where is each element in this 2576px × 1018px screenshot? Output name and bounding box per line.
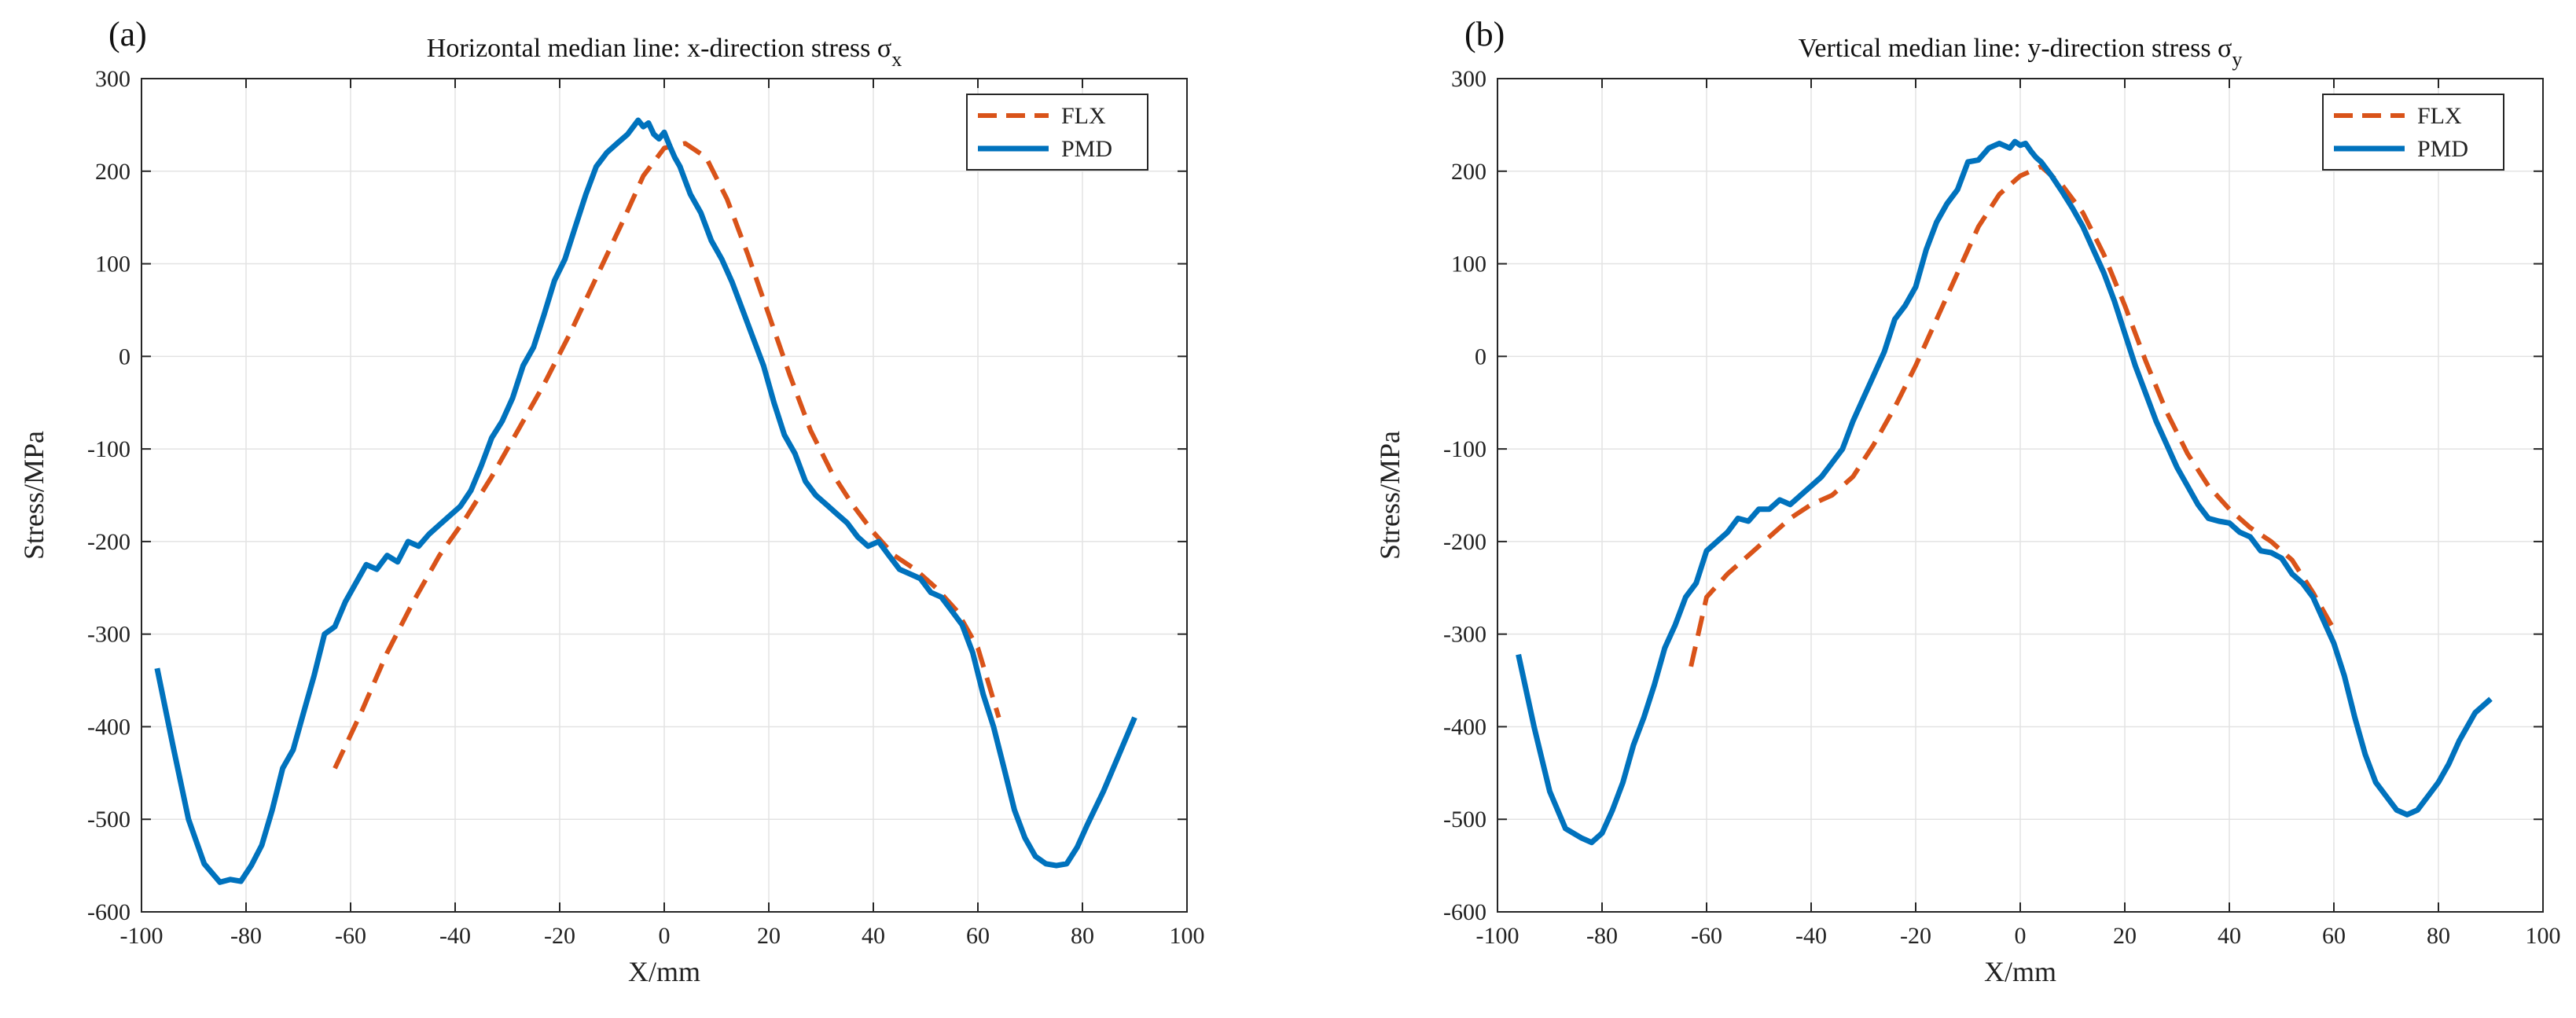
x-tick-label: -60	[335, 923, 366, 949]
y-ticks-a: -600 -500 -400 -300 -200 -100 0 100 200 300	[87, 66, 1187, 925]
y-tick-label: -500	[1443, 807, 1486, 832]
chart-title-a-text: Horizontal median line: x-direction stre…	[427, 34, 891, 63]
y-tick-label: 200	[95, 159, 130, 185]
x-tick-label: 100	[1170, 923, 1205, 949]
x-tick-label: 80	[2427, 923, 2450, 949]
x-tick-label: 100	[2526, 923, 2561, 949]
x-tick-label: -100	[1476, 923, 1520, 949]
chart-title-b-text: Vertical median line: y-direction stress…	[1799, 34, 2232, 63]
y-tick-label: 0	[1475, 344, 1486, 369]
series-line-pmd	[1516, 138, 2493, 846]
y-tick-label: 200	[1451, 159, 1486, 185]
x-tick-label: 80	[1071, 923, 1094, 949]
y-tick-label: -500	[87, 807, 130, 832]
legend-box	[966, 94, 1148, 171]
y-tick-label: -300	[87, 622, 130, 648]
y-tick-label: -300	[1443, 622, 1486, 648]
legend-label-pmd: PMD	[2417, 136, 2468, 162]
series-line-flx	[333, 141, 1001, 770]
y-tick-label: -400	[1443, 714, 1486, 740]
legend-label-flx: FLX	[1061, 103, 1106, 129]
x-tick-label: 40	[862, 923, 885, 949]
y-tick-label: 100	[95, 252, 130, 277]
x-tick-label: 40	[2218, 923, 2241, 949]
series-line-pmd	[154, 117, 1137, 885]
y-tick-label: -400	[87, 714, 130, 740]
chart-title-b-subscript: y	[2232, 48, 2242, 71]
y-tick-label: -100	[87, 436, 130, 462]
x-tick-label: -40	[1795, 923, 1827, 949]
x-ticks-a: -100 -80 -60 -40 -20 0 20 40 60 80 100	[120, 79, 1205, 949]
legend-b: FLX PMD	[2322, 94, 2504, 171]
x-tick-label: 0	[659, 923, 671, 949]
y-tick-label: 300	[1451, 66, 1486, 92]
chart-title-b: Vertical median line: y-direction stress…	[1799, 34, 2243, 71]
y-tick-label: -200	[1443, 529, 1486, 555]
y-tick-label: -600	[87, 899, 130, 925]
x-axis-label-b: X/mm	[1984, 956, 2056, 987]
chart-title-a-subscript: x	[891, 48, 902, 71]
y-tick-label: 100	[1451, 252, 1486, 277]
y-ticks-b: -600 -500 -400 -300 -200 -100 0 100 200 300	[1443, 66, 2543, 925]
x-axis-label-a: X/mm	[628, 956, 700, 987]
legend-a: FLX PMD	[966, 94, 1148, 171]
x-tick-label: -20	[1900, 923, 1931, 949]
legend-box	[2322, 94, 2504, 171]
y-tick-label: -600	[1443, 899, 1486, 925]
series-b	[1516, 138, 2493, 846]
y-axis-label-b: Stress/MPa	[1374, 431, 1406, 560]
x-tick-label: 20	[757, 923, 781, 949]
panel-a: -100 -80 -60 -40 -20 0 20 40 60 80 100 -600-500-40…	[18, 15, 1205, 987]
panel-b: -100 -80 -60 -40 -20 0 20 40 60 80 100 -600-500-40…	[1374, 15, 2561, 987]
x-tick-label: 60	[2322, 923, 2346, 949]
x-tick-label: -20	[544, 923, 575, 949]
panel-label-b: (b)	[1464, 15, 1505, 53]
panel-label-a: (a)	[108, 15, 147, 53]
y-axis-label-a: Stress/MPa	[18, 431, 50, 560]
legend-label-flx: FLX	[2417, 103, 2462, 129]
y-tick-label: -100	[1443, 436, 1486, 462]
y-tick-label: 300	[95, 66, 130, 92]
x-tick-label: -40	[439, 923, 471, 949]
x-tick-label: -80	[230, 923, 262, 949]
x-tick-label: -100	[120, 923, 164, 949]
x-tick-label: 60	[966, 923, 990, 949]
series-line-flx	[1689, 164, 2336, 667]
y-tick-label: -200	[87, 529, 130, 555]
chart-title-a: Horizontal median line: x-direction stre…	[427, 34, 902, 71]
legend-label-pmd: PMD	[1061, 136, 1112, 162]
x-tick-label: 0	[2015, 923, 2027, 949]
x-tick-label: -80	[1586, 923, 1618, 949]
y-tick-label: 0	[119, 344, 130, 369]
x-ticks-b: -100 -80 -60 -40 -20 0 20 40 60 80 100	[1476, 79, 2561, 949]
x-tick-label: -60	[1691, 923, 1722, 949]
x-tick-label: 20	[2113, 923, 2137, 949]
series-a	[154, 117, 1137, 885]
